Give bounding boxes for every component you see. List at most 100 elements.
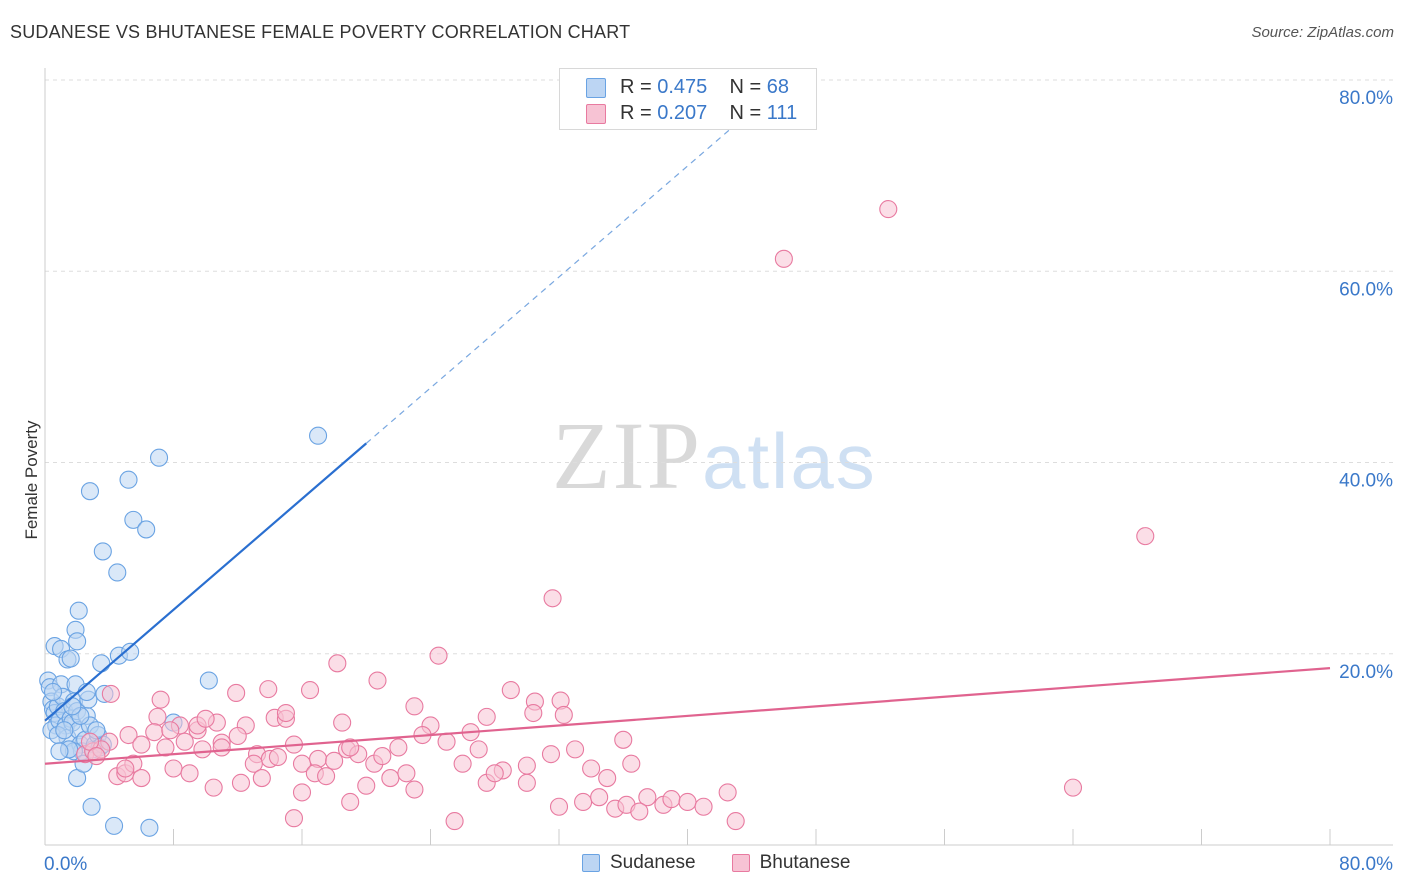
sudanese-point-52 — [119, 470, 138, 489]
bhutanese-point-90 — [549, 797, 569, 816]
bhutanese-point-58 — [622, 754, 641, 773]
bhutanese-point-105 — [87, 747, 106, 766]
bhutanese-point-109 — [252, 769, 271, 788]
bhutanese-point-99 — [244, 754, 263, 773]
y-axis-label: Female Poverty — [22, 420, 41, 540]
bhutanese-point-107 — [276, 703, 295, 723]
y-axis-label-wrap: Female Poverty — [14, 390, 44, 590]
bhutanese-point-61 — [662, 790, 681, 809]
bhutanese-point-49 — [437, 732, 456, 751]
sudanese-point-53 — [124, 510, 143, 529]
bhutanese-point-46 — [373, 747, 392, 766]
bhutanese-point-62 — [678, 792, 697, 812]
watermark-atlas: atlas — [702, 417, 877, 505]
bhutanese-point-16 — [148, 707, 167, 726]
bhutanese-point-27 — [477, 707, 496, 726]
bhutanese-point-98 — [284, 809, 304, 828]
bhutanese-n-label: N = — [729, 102, 762, 124]
bhutanese-point-96 — [726, 812, 745, 831]
bhutanese-point-1 — [774, 249, 793, 268]
bhutanese-point-91 — [574, 792, 593, 812]
bhutanese-point-57 — [598, 769, 617, 788]
bhutanese-point-88 — [485, 764, 504, 783]
y-tick-labels: 20.0% 40.0% 60.0% 80.0% — [1339, 88, 1393, 683]
sudanese-point-41 — [121, 642, 140, 661]
bhutanese-point-92 — [590, 788, 609, 807]
sudanese-point-57 — [199, 671, 218, 690]
bhutanese-point-82 — [357, 776, 376, 795]
bhutanese-point-106 — [196, 709, 215, 728]
bhutanese-point-47 — [389, 738, 408, 757]
watermark: ZIPatlas — [552, 400, 877, 511]
sudanese-point-64 — [63, 697, 82, 716]
bhutanese-point-71 — [132, 769, 151, 788]
bhutanese-point-102 — [145, 723, 164, 742]
bhutanese-point-74 — [204, 778, 223, 797]
sudanese-trend-extension — [365, 124, 737, 444]
bhutanese-point-85 — [405, 780, 424, 799]
bhutanese-point-9 — [368, 671, 387, 690]
bhutanese-point-31 — [119, 725, 138, 745]
bhutanese-point-108 — [341, 738, 360, 757]
bhutanese-r-value: 0.207 — [657, 102, 708, 124]
bhutanese-point-77 — [292, 783, 312, 802]
bhutanese-point-15 — [151, 690, 170, 709]
bhutanese-swatch — [586, 103, 606, 124]
sudanese-n-label: N = — [729, 76, 762, 98]
bhutanese-point-76 — [268, 747, 287, 767]
chart-source: Source: ZipAtlas.com — [1251, 24, 1394, 41]
bhutanese-point-80 — [325, 751, 344, 770]
bhutanese-point-10 — [501, 681, 520, 700]
bhutanese-point-8 — [259, 680, 278, 699]
bhutanese-point-33 — [156, 738, 175, 757]
y-tick-label-20: 20.0% — [1339, 662, 1393, 683]
bhutanese-point-37 — [228, 726, 247, 746]
bhutanese-point-23 — [333, 713, 352, 732]
sudanese-point-54 — [137, 520, 156, 539]
x-tick-labels: 0.0% 80.0% — [44, 854, 1393, 875]
bhutanese-point-53 — [517, 756, 536, 775]
bhutanese-point-97 — [1063, 778, 1083, 797]
bhutanese-point-56 — [582, 759, 601, 778]
sudanese-point-37 — [68, 632, 87, 651]
bhutanese-point-6 — [300, 681, 320, 700]
bhutanese-point-4 — [328, 654, 347, 673]
bhutanese-point-24 — [405, 697, 424, 716]
legend-item-sudanese[interactable]: Sudanese — [582, 852, 696, 874]
bhutanese-point-75 — [231, 773, 251, 792]
bhutanese-n-value: 111 — [766, 102, 798, 124]
bhutanese-point-63 — [694, 797, 713, 816]
legend-label-sudanese: Sudanese — [610, 852, 696, 873]
legend-swatch-sudanese — [582, 854, 600, 872]
sudanese-point-49 — [80, 482, 100, 501]
stats-row-sudanese: R = 0.475 N = 68 — [586, 76, 789, 99]
stats-legend: R = 0.475 N = 68 R = 0.207 N = 111 — [559, 68, 817, 130]
sudanese-point-55 — [149, 448, 169, 467]
y-tick-label-60: 60.0% — [1339, 279, 1393, 300]
bhutanese-point-110 — [161, 721, 180, 740]
y-tick-label-40: 40.0% — [1339, 471, 1393, 492]
legend-item-bhutanese[interactable]: Bhutanese — [731, 852, 851, 874]
legend-label-bhutanese: Bhutanese — [759, 852, 851, 873]
x-ticks — [173, 829, 1331, 845]
bhutanese-point-50 — [453, 754, 472, 773]
sudanese-point-51 — [108, 563, 127, 582]
bhutanese-point-54 — [541, 745, 561, 764]
bhutanese-point-3 — [543, 589, 562, 608]
x-tick-label-max: 80.0% — [1339, 854, 1393, 875]
bhutanese-point-73 — [180, 764, 199, 783]
bhutanese-point-2 — [1136, 527, 1155, 546]
sudanese-trend-line — [44, 442, 367, 722]
bhutanese-point-55 — [566, 740, 585, 759]
bhutanese-point-100 — [212, 738, 231, 757]
bhutanese-point-32 — [132, 735, 151, 754]
sudanese-point-35 — [61, 649, 80, 668]
bhutanese-points — [76, 200, 1155, 831]
series-legend: Sudanese Bhutanese — [582, 852, 850, 874]
bhutanese-point-28 — [524, 703, 543, 723]
stats-row-bhutanese: R = 0.207 N = 111 — [586, 102, 797, 125]
bhutanese-point-35 — [193, 740, 212, 759]
grid-lines — [45, 79, 1393, 655]
watermark-zip: ZIP — [552, 402, 702, 509]
